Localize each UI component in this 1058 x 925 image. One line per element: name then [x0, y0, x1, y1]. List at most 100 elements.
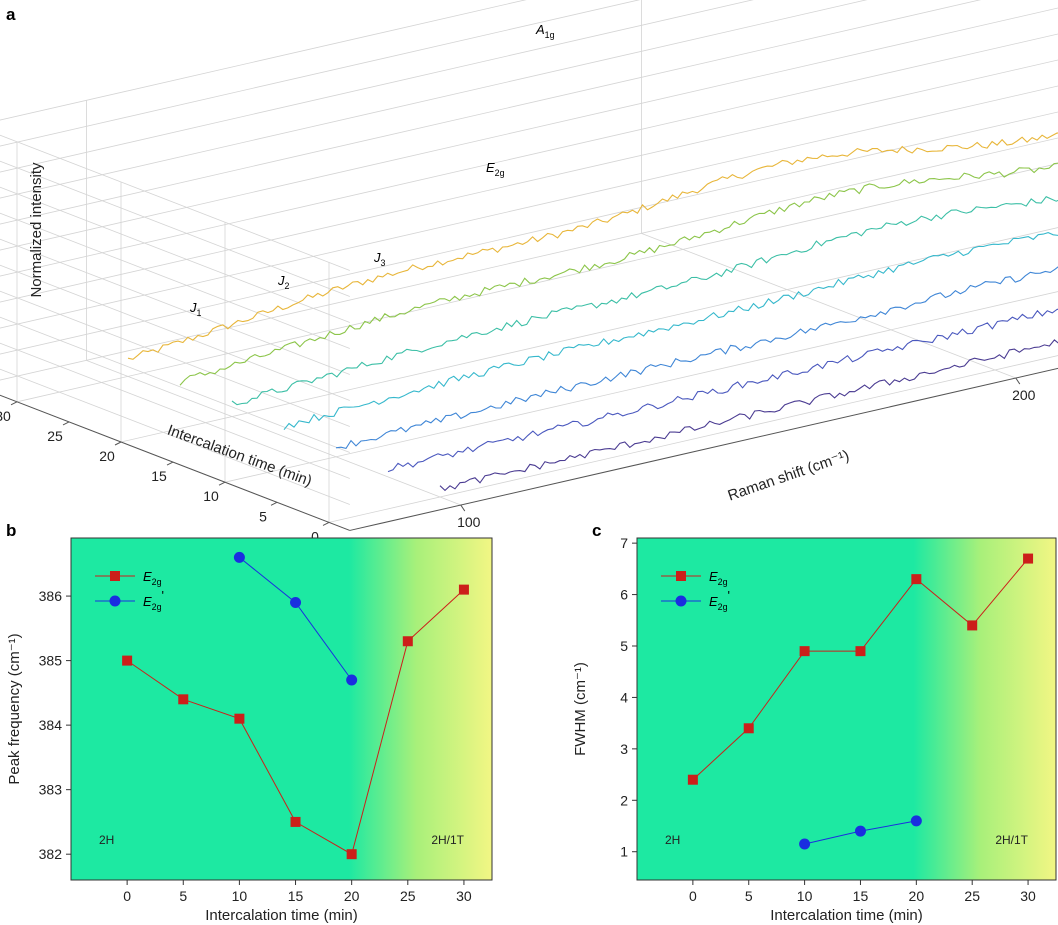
- x-tick-label: 200: [1012, 387, 1036, 403]
- panel-a-annotations: A1g E2g J1 J2 J3: [189, 22, 555, 318]
- panel-c-ticks: 0 5 10 15 20 25 30 1 2 3 4 5 6 7: [620, 535, 1036, 904]
- side-wall-gridline: [0, 212, 350, 349]
- x-tick-label: 0: [123, 888, 131, 904]
- legend-marker: [110, 571, 120, 581]
- spectrum-0-min: [439, 339, 1058, 492]
- y-tick-label: 384: [39, 717, 63, 733]
- x-axis-line: [349, 367, 1058, 531]
- data-point: [346, 674, 358, 686]
- panel-c-xlabel: Intercalation time (min): [770, 907, 923, 924]
- time-tick-label: 0: [311, 528, 319, 544]
- panel-b-region-2h: 2H: [99, 833, 114, 847]
- panel-c-label: c: [592, 521, 601, 540]
- x-tick: [1015, 377, 1021, 385]
- legend-label-0: E2g: [709, 569, 728, 587]
- data-point: [234, 713, 245, 724]
- panel-c-ylabel: FWHM (cm⁻¹): [572, 662, 589, 756]
- legend-label-1: E2g': [709, 588, 730, 612]
- data-point: [346, 849, 357, 860]
- floor-gridline: [86, 359, 461, 506]
- data-point: [1023, 553, 1034, 564]
- peak-label-E2g: E2g: [486, 160, 505, 178]
- time-tick-label: 10: [203, 488, 219, 504]
- time-tick-label: 15: [151, 468, 167, 484]
- x-tick-label: 25: [400, 888, 416, 904]
- x-tick-label: 15: [288, 888, 304, 904]
- y-tick-label: 385: [39, 653, 63, 669]
- data-point: [290, 597, 302, 609]
- data-point: [402, 636, 413, 647]
- y-tick-label: 1: [620, 844, 628, 860]
- time-tick: [62, 421, 70, 426]
- panel-c-region-2h1t: 2H/1T: [995, 833, 1028, 847]
- x-tick: [460, 504, 466, 512]
- back-wall-gridline: [0, 0, 754, 173]
- spectrum-30-min: [127, 132, 1058, 360]
- x-tick-label: 30: [1020, 888, 1036, 904]
- data-point: [178, 694, 189, 705]
- side-wall-gridline: [0, 316, 350, 453]
- x-tick-label: 20: [344, 888, 360, 904]
- back-wall-gridline: [0, 7, 1058, 251]
- floor-gridline: [641, 232, 1016, 379]
- data-point: [799, 646, 810, 657]
- peak-label-J3: J3: [373, 250, 386, 268]
- panel-b-plot-area: [70, 537, 493, 881]
- data-point: [967, 620, 978, 631]
- legend-label-1: E2g': [143, 588, 164, 612]
- peak-label-J2: J2: [277, 273, 290, 291]
- data-point: [910, 815, 922, 827]
- y-tick-label: 6: [620, 587, 628, 603]
- time-tick-label: 20: [99, 448, 115, 464]
- data-point: [854, 825, 866, 837]
- y-tick-label: 7: [620, 535, 628, 551]
- legend-label-0: E2g: [143, 569, 162, 587]
- panel-b-label: b: [6, 521, 16, 540]
- back-wall-gridline: [0, 0, 527, 121]
- y-tick-label: 386: [39, 588, 63, 604]
- time-tick: [270, 501, 278, 506]
- back-wall-gridline: [0, 33, 1058, 277]
- spectrum-25-min: [179, 162, 1058, 386]
- data-point: [233, 551, 245, 563]
- y-tick-label: 383: [39, 782, 63, 798]
- time-tick: [10, 401, 18, 406]
- side-wall-gridline: [0, 264, 350, 401]
- back-wall-gridline: [0, 137, 1058, 381]
- x-tick-label: 10: [797, 888, 813, 904]
- panel-a-zlabel: Normalized intensity: [28, 162, 45, 298]
- back-wall-gridline: [0, 0, 868, 199]
- panel-a-spectra: [127, 132, 1058, 492]
- x-tick-label: 15: [853, 888, 869, 904]
- spectrum-5-min: [387, 308, 1058, 473]
- peak-label-J1: J1: [189, 300, 202, 318]
- time-tick: [322, 521, 330, 526]
- panel-b-series: [122, 551, 469, 860]
- panel-a-waterfall: a 10020030040050005101520253001 A1gE2gJ1…: [0, 0, 1058, 544]
- back-wall-gridline: [0, 59, 1058, 303]
- legend-marker: [676, 571, 686, 581]
- spectrum-15-min: [283, 232, 1058, 431]
- data-point: [122, 655, 133, 666]
- spectrum-10-min: [335, 266, 1058, 450]
- x-tick-label: 5: [179, 888, 187, 904]
- panel-b-ticks: 0 5 10 15 20 25 30 382 383 384 385 386: [39, 588, 472, 904]
- x-tick-label: 10: [232, 888, 248, 904]
- x-tick-label: 25: [964, 888, 980, 904]
- y-tick-label: 3: [620, 741, 628, 757]
- side-wall-gridline: [0, 290, 350, 427]
- panel-a-grid: [0, 0, 1058, 531]
- time-tick-label: 5: [259, 508, 267, 524]
- legend-marker: [109, 595, 121, 607]
- data-point: [290, 816, 301, 827]
- y-tick-label: 2: [620, 792, 628, 808]
- panel-c-plot-area: [636, 537, 1057, 881]
- time-tick-label: 25: [47, 428, 63, 444]
- data-point: [687, 774, 698, 785]
- back-wall-gridline: [0, 111, 1058, 355]
- floor-gridline: [120, 227, 1058, 443]
- side-wall-gridline: [0, 238, 350, 375]
